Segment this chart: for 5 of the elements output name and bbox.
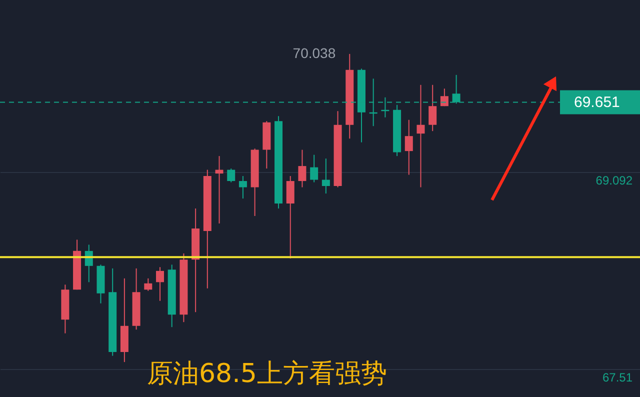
y-tick-label: 67.51	[602, 370, 633, 384]
annotation: 原油68.5上方看强势	[147, 359, 387, 389]
y-tick-label: 69.092	[596, 174, 633, 188]
annotation: 70.038	[292, 44, 336, 61]
ref-line-label: 69.651	[574, 94, 620, 112]
